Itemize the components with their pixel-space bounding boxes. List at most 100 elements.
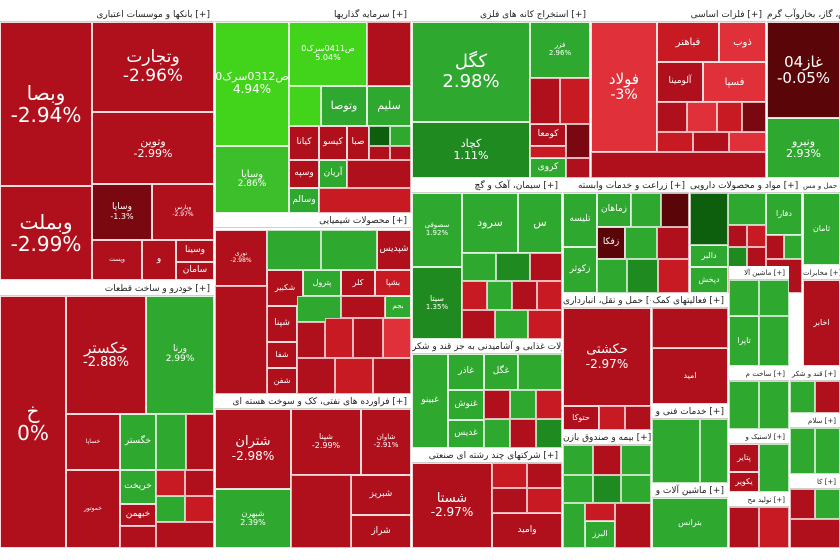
sector-title[interactable]: ساخت م [+]: [729, 367, 789, 381]
stock-tile[interactable]: [690, 193, 728, 245]
stock-tile[interactable]: [693, 132, 729, 152]
stock-tile[interactable]: [492, 488, 527, 513]
stock-tile[interactable]: [593, 475, 621, 503]
stock-tile[interactable]: وسپه: [289, 160, 319, 188]
stock-tile[interactable]: [492, 463, 527, 488]
stock-tile[interactable]: [729, 132, 766, 152]
stock-tile[interactable]: [815, 428, 840, 474]
stock-tile[interactable]: سصوفی 1.92%: [412, 193, 462, 267]
stock-tile[interactable]: [185, 470, 214, 496]
stock-tile[interactable]: [593, 445, 621, 475]
stock-tile[interactable]: [487, 281, 512, 310]
stock-tile[interactable]: پترول: [303, 270, 341, 296]
stock-tile[interactable]: وتوین -2.99%: [92, 112, 214, 184]
sector-title[interactable]: محصولات غذایی و آشامیدنی به جز قند و شکر…: [412, 340, 562, 354]
stock-tile[interactable]: [627, 259, 658, 293]
stock-tile[interactable]: [495, 310, 528, 339]
stock-tile[interactable]: بشپا: [375, 270, 411, 296]
sector-title[interactable]: سیمان، آهک و گچ [+]: [412, 179, 562, 193]
stock-tile[interactable]: نوری -2.98%: [215, 230, 267, 286]
stock-tile[interactable]: شپنا -2.99%: [291, 409, 361, 475]
stock-tile[interactable]: شفن: [267, 368, 297, 394]
stock-tile[interactable]: شبهرن 2.39%: [215, 489, 291, 548]
stock-tile[interactable]: [341, 296, 385, 318]
stock-tile[interactable]: [353, 318, 383, 358]
stock-tile[interactable]: خموتور: [66, 470, 120, 548]
stock-tile[interactable]: [563, 445, 593, 475]
sector-title[interactable]: لاستیک و [+]: [729, 430, 789, 444]
stock-tile[interactable]: خریخت: [120, 470, 156, 504]
stock-tile[interactable]: [658, 259, 689, 293]
stock-tile[interactable]: حکشتی -2.97%: [563, 308, 651, 406]
stock-tile[interactable]: وسینا: [176, 240, 214, 262]
stock-tile[interactable]: [625, 406, 651, 430]
stock-tile[interactable]: فباهنر: [657, 22, 719, 62]
stock-tile[interactable]: [687, 102, 717, 132]
stock-tile[interactable]: [462, 253, 496, 281]
stock-tile[interactable]: [585, 503, 615, 521]
stock-tile[interactable]: غدیس: [448, 420, 484, 448]
stock-tile[interactable]: [335, 358, 373, 394]
stock-tile[interactable]: ثامان: [803, 193, 840, 265]
stock-tile[interactable]: فزر 2.96%: [530, 22, 590, 78]
sector-title[interactable]: مخابرات [+]: [803, 266, 840, 280]
stock-tile[interactable]: وساپا -1.3%: [92, 184, 152, 240]
sector-title[interactable]: قند و شکر [+]: [790, 367, 840, 381]
stock-tile[interactable]: [325, 318, 353, 358]
stock-tile[interactable]: [657, 102, 687, 132]
stock-tile[interactable]: [369, 126, 390, 146]
stock-tile[interactable]: خگستر: [120, 414, 156, 470]
stock-tile[interactable]: [297, 322, 325, 358]
stock-tile[interactable]: [496, 253, 530, 281]
stock-tile[interactable]: [597, 259, 627, 293]
stock-tile[interactable]: [815, 489, 840, 519]
stock-tile[interactable]: وتوصا: [321, 86, 367, 126]
stock-tile[interactable]: کیسو: [319, 126, 347, 160]
stock-tile[interactable]: [319, 188, 411, 213]
stock-tile[interactable]: دالبر: [690, 245, 728, 267]
stock-tile[interactable]: [369, 146, 390, 160]
sector-title[interactable]: مواد و محصولات دارویی [+]: [690, 179, 802, 193]
stock-tile[interactable]: شراز: [351, 515, 411, 548]
stock-tile[interactable]: زکوثر: [563, 247, 597, 293]
stock-tile[interactable]: [815, 381, 840, 413]
stock-tile[interactable]: غاذر: [448, 354, 484, 390]
sector-title[interactable]: محصولات شیمیایی [+]: [215, 214, 411, 228]
stock-tile[interactable]: [747, 225, 766, 247]
stock-tile[interactable]: [528, 310, 562, 339]
sector-title[interactable]: خدمات فنی و [+]: [652, 405, 728, 419]
stock-tile[interactable]: سیتا 1.35%: [412, 267, 462, 339]
stock-tile[interactable]: سرود: [462, 193, 518, 253]
stock-tile[interactable]: [215, 286, 267, 394]
stock-tile[interactable]: [367, 22, 411, 86]
stock-tile[interactable]: شپدیس: [377, 230, 411, 270]
stock-tile[interactable]: کیانا: [289, 126, 319, 160]
stock-tile[interactable]: [784, 235, 802, 259]
stock-tile[interactable]: البرز: [585, 521, 615, 548]
stock-tile[interactable]: [462, 310, 495, 339]
stock-tile[interactable]: آلومینا: [657, 62, 703, 102]
sector-title[interactable]: سرمایه گذاریها [+]: [215, 8, 411, 22]
sector-title[interactable]: تولید مح [+]: [729, 493, 789, 507]
stock-tile[interactable]: پتایر: [729, 444, 759, 472]
stock-tile[interactable]: [566, 124, 590, 158]
stock-tile[interactable]: شبریز: [351, 475, 411, 515]
stock-tile[interactable]: [790, 519, 840, 548]
stock-tile[interactable]: [631, 193, 661, 227]
stock-tile[interactable]: [156, 522, 214, 548]
sector-title[interactable]: ماشین آلا [+]: [729, 266, 789, 280]
stock-tile[interactable]: [530, 146, 566, 158]
stock-tile[interactable]: وامید: [492, 513, 562, 548]
stock-tile[interactable]: [390, 146, 411, 160]
stock-tile[interactable]: شاوان -2.91%: [361, 409, 411, 475]
stock-tile[interactable]: دفارا: [766, 193, 802, 235]
stock-tile[interactable]: سلیم: [367, 86, 411, 126]
stock-tile[interactable]: [527, 463, 562, 488]
stock-tile[interactable]: وسایا 2.86%: [215, 146, 289, 213]
stock-tile[interactable]: [289, 86, 321, 126]
stock-tile[interactable]: [560, 78, 590, 124]
stock-tile[interactable]: شستا -2.97%: [412, 463, 492, 548]
sector-title[interactable]: شرکتهای چند رشته ای صنعتی [+]: [412, 449, 562, 463]
stock-tile[interactable]: وپست: [92, 240, 142, 280]
stock-tile[interactable]: [615, 503, 651, 548]
